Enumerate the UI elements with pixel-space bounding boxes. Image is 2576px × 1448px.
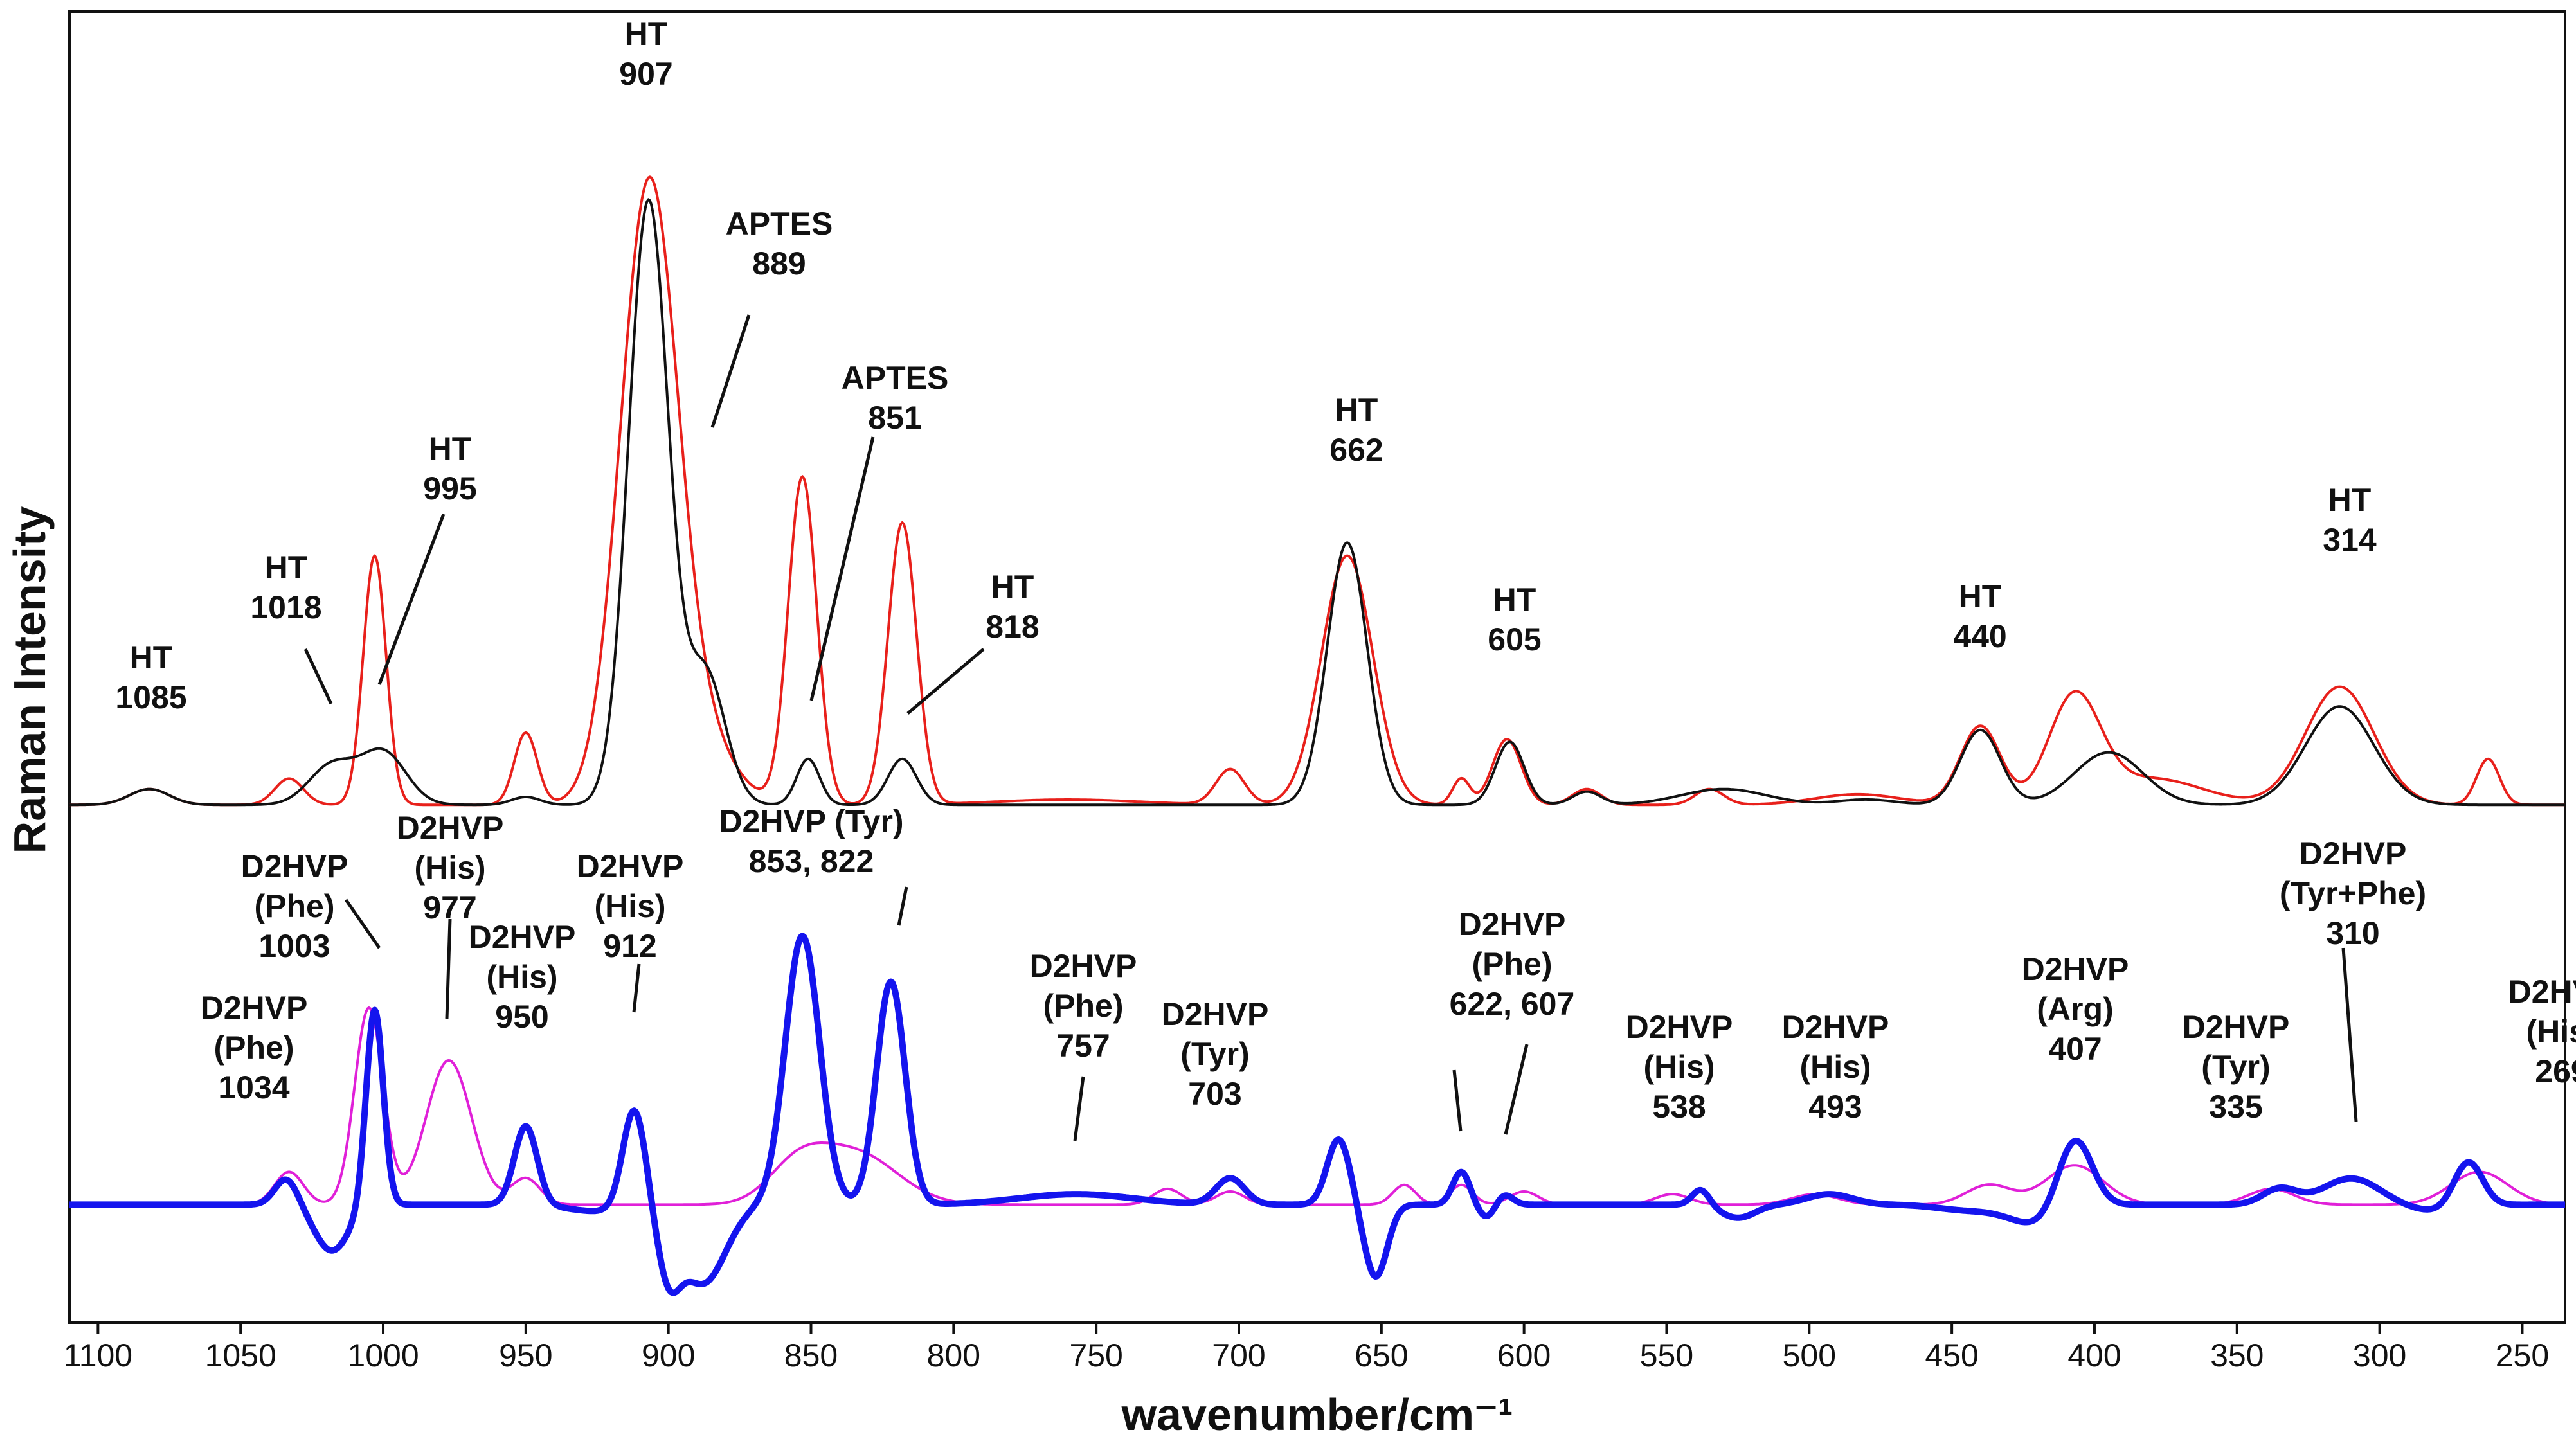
x-tick-label: 450 [1925, 1337, 1978, 1373]
annotation-leader-line [632, 963, 641, 1013]
x-tick-label: 650 [1355, 1337, 1408, 1373]
peak-annotation: D2HVP(His)269 [2508, 974, 2576, 1089]
y-axis-label: Raman Intensity [5, 506, 55, 854]
annotation-leader-line [809, 436, 875, 701]
annotation-leader-line [445, 918, 452, 1019]
series-line-2 [69, 198, 2565, 807]
annotation-leader-line [897, 886, 908, 926]
plot-frame [68, 10, 2566, 1324]
annotation-leader-line [2341, 947, 2358, 1122]
peak-annotation: HT 662 [1329, 392, 1383, 468]
series-layer [68, 175, 2567, 1296]
peak-annotation: HT 1085 [115, 639, 186, 715]
annotation-layer: HT 1085 HT 1018 HT 995 HT 907 APTES 889 APTES 851 HT… [115, 16, 2576, 1125]
annotation-leader-line [1452, 1069, 1463, 1132]
annotation-leader-line [377, 514, 446, 685]
peak-annotation: D2HVP (Tyr) 853, 822 [719, 803, 903, 879]
peak-annotation: D2HVP (His) 493 [1782, 1009, 1889, 1125]
peak-annotation: D2HVP (His) 538 [1626, 1009, 1733, 1125]
peak-annotation: HT 314 [2323, 482, 2377, 558]
x-tick-label: 500 [1783, 1337, 1836, 1373]
x-tick-label: 1000 [347, 1337, 419, 1373]
peak-annotation: HT 605 [1488, 582, 1541, 657]
x-tick-label: 300 [2353, 1337, 2406, 1373]
x-tick-label: 1050 [205, 1337, 276, 1373]
x-tick-label: 350 [2210, 1337, 2264, 1373]
x-tick-label: 250 [2496, 1337, 2549, 1373]
x-tick-label: 800 [927, 1337, 980, 1373]
peak-annotation: D2HVP (Tyr+Phe) 310 [2280, 836, 2426, 951]
peak-annotation: D2HVP (Arg) 407 [2022, 951, 2129, 1067]
peak-annotation: D2HVP (His) 950 [469, 919, 576, 1035]
x-tick-label: 750 [1069, 1337, 1122, 1373]
annotation-leader-line [303, 648, 333, 705]
peak-annotation: D2HVP (His) 912 [577, 848, 684, 964]
x-tick-label: 1100 [64, 1337, 133, 1373]
peak-annotation: D2HVP (Tyr) 703 [1162, 996, 1269, 1112]
peak-annotation: D2HVP (Phe) 1034 [201, 990, 308, 1105]
peak-annotation: APTES 851 [842, 360, 949, 436]
x-tick-label: 600 [1497, 1337, 1551, 1373]
x-axis-label: wavenumber/cm⁻¹ [1121, 1390, 1513, 1440]
peak-annotation: D2HVP (Phe) 622, 607 [1450, 906, 1575, 1022]
annotation-leader-line [906, 648, 985, 715]
peak-annotation: D2HVP (Tyr) 335 [2183, 1009, 2290, 1125]
x-tick-label: 700 [1212, 1337, 1265, 1373]
peak-annotation: D2HVP (His) 977 [397, 810, 504, 925]
x-axis-ticks: 1100 1050 1000 950 900 850 800 750 700 650 600 550 5… [64, 1323, 2549, 1373]
peak-annotation: HT 907 [619, 16, 672, 92]
peak-annotation: APTES 889 [726, 206, 833, 282]
annotation-leader-line [710, 314, 751, 428]
annotation-leader-line [1073, 1076, 1085, 1141]
x-tick-label: 550 [1640, 1337, 1693, 1373]
series-line-4 [68, 933, 2567, 1296]
annotation-leader-line [1504, 1044, 1529, 1135]
peak-annotation: D2HVP (Phe) 757 [1030, 948, 1137, 1064]
peak-annotation: HT 818 [986, 569, 1039, 645]
peak-annotation: HT 1018 [250, 550, 321, 625]
annotation-leaders [303, 314, 2358, 1141]
x-tick-label: 850 [784, 1337, 838, 1373]
x-tick-label: 950 [499, 1337, 552, 1373]
x-tick-label: 400 [2067, 1337, 2121, 1373]
annotation-leader-line [344, 898, 381, 949]
peak-annotation: HT 440 [1953, 578, 2006, 654]
peak-annotation: D2HVP (Phe) 1003 [241, 848, 348, 964]
x-tick-label: 900 [642, 1337, 695, 1373]
peak-annotation: HT 995 [423, 431, 476, 506]
